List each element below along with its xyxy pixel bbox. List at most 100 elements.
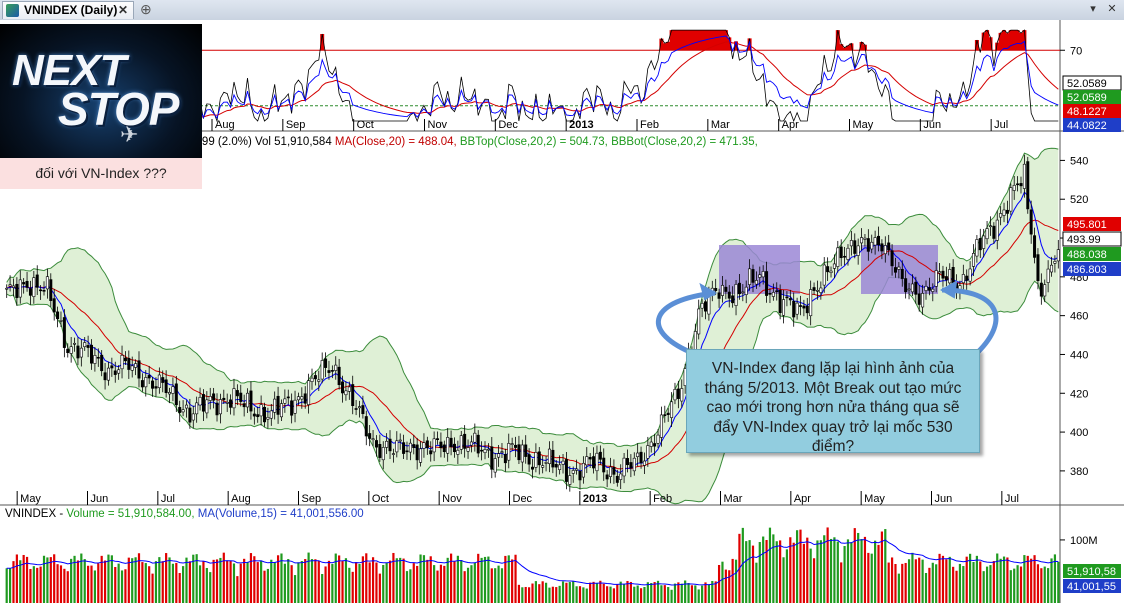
volume-bar	[578, 586, 582, 603]
candle	[748, 268, 752, 285]
candle	[171, 386, 175, 394]
volume-bar	[395, 558, 398, 603]
volume-bar	[1043, 566, 1046, 603]
volume-bar	[341, 560, 344, 603]
candle	[785, 296, 789, 299]
dropdown-icon[interactable]: ▾	[1090, 3, 1096, 15]
price-label: 495.801	[1067, 219, 1107, 231]
volume-bar	[137, 553, 141, 603]
volume-bar	[768, 527, 772, 603]
candle	[883, 245, 887, 255]
candle	[242, 403, 246, 408]
candle	[581, 462, 585, 478]
osc-tick-label: 70	[1070, 45, 1082, 57]
volume-bar	[202, 561, 205, 603]
candle	[395, 440, 399, 453]
volume-bar	[500, 568, 504, 603]
month-tick-label: Oct	[372, 493, 389, 505]
volume-bar	[765, 539, 768, 603]
candle	[717, 292, 721, 299]
volume-bar	[426, 559, 429, 603]
volume-bar	[667, 587, 670, 603]
candle	[704, 301, 708, 312]
volume-bar	[1033, 555, 1036, 603]
volume-bar	[226, 560, 229, 603]
candle	[971, 253, 975, 267]
candle	[49, 279, 53, 301]
candle	[354, 408, 358, 410]
ma20-line	[6, 219, 1059, 470]
volume-bar	[39, 566, 42, 603]
volume-bar	[59, 565, 63, 603]
volume-bar	[731, 558, 734, 603]
candle	[225, 401, 229, 404]
candle	[812, 287, 816, 291]
tab-vnindex[interactable]: VNINDEX (Daily) ✕	[2, 1, 134, 19]
close-tab-icon[interactable]: ✕	[117, 3, 128, 17]
bbtop-line	[6, 147, 1059, 447]
candle	[15, 283, 19, 299]
close-window-icon[interactable]: ✕	[1107, 3, 1117, 15]
volume-label-box	[1063, 564, 1121, 578]
volume-bar	[375, 562, 378, 603]
volume-bar	[477, 553, 480, 603]
candle	[839, 246, 843, 259]
candle	[758, 274, 762, 278]
volume-bar	[83, 559, 86, 603]
candle	[632, 457, 636, 472]
volume-bar	[521, 587, 524, 603]
candle	[497, 453, 501, 458]
candle	[276, 395, 280, 415]
volume-bar	[270, 559, 273, 603]
candle	[310, 377, 314, 382]
price-info-segment: MA(Close,20) = 488.04,	[335, 136, 460, 148]
volume-bar	[456, 555, 459, 603]
volume-bar	[416, 565, 419, 603]
candle	[422, 442, 426, 449]
airplane-icon: ✈	[120, 122, 139, 147]
candle	[35, 274, 39, 288]
volume-bar	[962, 566, 965, 603]
candle	[463, 433, 467, 449]
month-tick-label: Jul	[161, 493, 175, 505]
candle	[279, 403, 283, 418]
candle	[975, 239, 979, 257]
price-label-box	[1063, 262, 1121, 276]
candle	[252, 413, 256, 417]
candle	[259, 404, 263, 417]
volume-bar	[653, 582, 656, 603]
candle	[103, 372, 107, 381]
volume-bar	[470, 565, 473, 603]
volume-bar	[884, 529, 887, 603]
osc-label: 52.0589	[1067, 78, 1107, 90]
osc-month-label: Feb	[640, 119, 659, 131]
volume-bar	[789, 537, 792, 603]
volume-bar	[29, 568, 32, 603]
volume-bar	[171, 563, 175, 603]
volume-bar	[405, 571, 409, 603]
price-label: 486.803	[1067, 264, 1107, 276]
volume-bar	[334, 553, 337, 603]
volume-bar	[717, 564, 721, 603]
volume-bar	[853, 528, 856, 603]
osc-label: 48.1227	[1067, 106, 1107, 118]
volume-bar	[185, 557, 188, 603]
candle	[965, 275, 969, 281]
candle	[239, 392, 243, 402]
candle	[327, 370, 331, 373]
candle	[480, 449, 484, 452]
month-tick-label: Jun	[935, 493, 953, 505]
month-tick-label: Aug	[231, 493, 251, 505]
candle	[612, 467, 616, 475]
candle	[1005, 209, 1009, 214]
volume-bar	[619, 581, 622, 603]
candle	[45, 276, 49, 290]
candle	[731, 295, 735, 304]
volume-bar	[134, 557, 137, 603]
volume-bar	[1019, 566, 1023, 603]
candle	[724, 286, 728, 292]
candle	[73, 342, 77, 345]
new-tab-icon[interactable]: ⊕	[140, 1, 152, 17]
candle	[59, 320, 63, 322]
candlesticks	[5, 154, 1060, 492]
